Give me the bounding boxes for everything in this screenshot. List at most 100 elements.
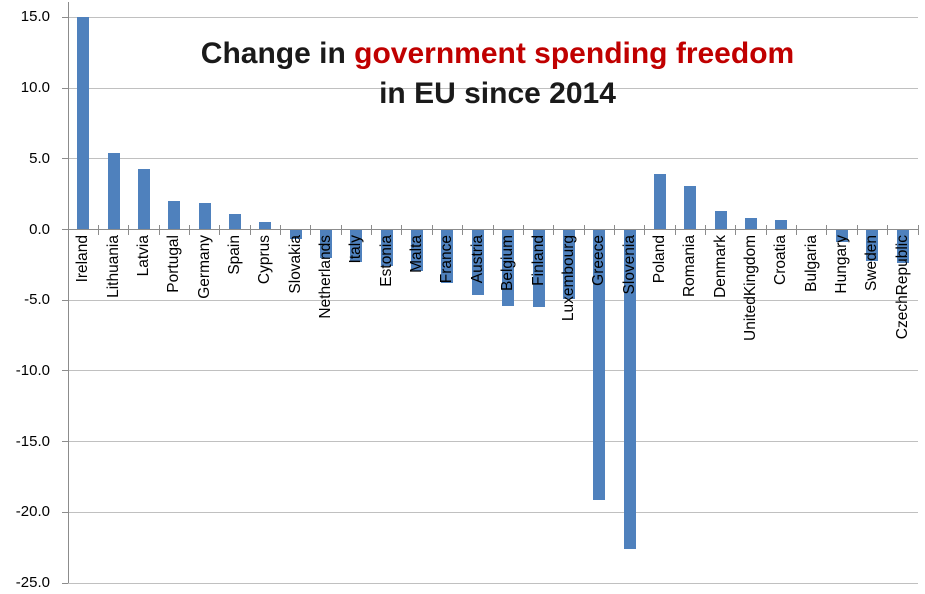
bar-denmark [714, 211, 727, 230]
category-label-text: Finland [529, 235, 547, 286]
bar-spain [228, 213, 241, 230]
bar-portugal [168, 201, 181, 230]
bar-sweden [866, 229, 879, 261]
bar-austria [471, 229, 484, 295]
y-axis-tick-label: -20.0 [15, 503, 50, 521]
category-label-poland: Poland [650, 234, 668, 384]
bar-croatia [775, 219, 788, 230]
category-label-luxembourg: Luxembourg [560, 234, 577, 384]
bar-france [441, 229, 454, 284]
gridline [68, 87, 918, 89]
category-label-text: France [438, 235, 456, 284]
y-axis-tick-label: -25.0 [15, 574, 50, 592]
category-label-text: Slovakia [286, 235, 304, 294]
bar-italy [350, 229, 363, 263]
bar-lithuania [107, 153, 120, 230]
category-label-text: Hungary [833, 235, 851, 294]
bar-hungary [836, 229, 849, 243]
y-axis-tick-label: -5.0 [24, 291, 50, 309]
category-label-estonia: Estonia [377, 234, 395, 384]
category-axis-tick [887, 224, 889, 235]
category-axis-tick [310, 224, 312, 235]
category-label-austria: Austria [468, 234, 486, 384]
category-label-text: CzechRepublic [893, 235, 911, 340]
y-axis-tick-label: -10.0 [15, 361, 50, 379]
category-label-text: Poland [650, 235, 668, 284]
category-axis-tick [735, 224, 737, 235]
category-label-hungary: Hungary [833, 234, 851, 384]
bar-estonia [380, 229, 393, 267]
y-axis-tick [62, 370, 68, 372]
category-axis-tick [796, 224, 798, 235]
category-axis-tick [674, 224, 676, 235]
bar-belgium [502, 229, 515, 306]
bar-greece [593, 229, 606, 500]
category-axis-tick [826, 224, 828, 235]
category-axis-tick [522, 224, 524, 235]
y-axis-tick [62, 511, 68, 513]
bar-romania [684, 185, 697, 230]
category-axis-tick [553, 224, 555, 235]
category-label-text: Bulgaria [802, 235, 820, 292]
category-axis-tick [431, 224, 433, 235]
category-label-latvia: Latvia [134, 234, 152, 384]
bar-ireland [77, 17, 90, 230]
category-axis-tick [401, 224, 403, 235]
gridline [68, 299, 918, 301]
category-label-text: Sweden [863, 235, 881, 292]
y-axis-tick [62, 582, 68, 584]
category-label-text: Germany [195, 235, 213, 299]
category-label-greece: Greece [590, 234, 608, 384]
bar-netherlands [320, 229, 333, 258]
chart-title-line1: Change in government spending freedom [75, 34, 920, 74]
category-label-portugal: Portugal [165, 234, 183, 384]
y-axis-tick [62, 229, 68, 230]
bar-germany [198, 202, 211, 230]
bar-latvia [137, 168, 150, 230]
category-label-unitedkingdom: UnitedKingdom [742, 234, 759, 384]
category-label-text: Greece [590, 235, 608, 286]
category-axis-tick [462, 224, 464, 235]
category-label-text: Italy [347, 235, 365, 264]
category-label-text: Ireland [74, 235, 92, 283]
category-label-netherlands: Netherlands [317, 234, 335, 384]
category-label-croatia: Croatia [772, 234, 789, 384]
bar-luxembourg [562, 229, 575, 299]
category-axis-tick [340, 224, 342, 235]
category-axis-tick [188, 224, 190, 235]
category-axis-tick [765, 224, 767, 235]
y-axis-tick [62, 158, 68, 160]
category-label-text: Romania [681, 235, 699, 298]
bar-poland [653, 174, 666, 230]
gridline [68, 16, 918, 18]
category-label-text: Estonia [377, 235, 395, 287]
category-axis-tick [613, 224, 615, 235]
category-axis-tick [371, 224, 373, 235]
category-label-germany: Germany [195, 234, 213, 384]
gridline [68, 158, 918, 160]
category-label-text: Austria [468, 235, 486, 284]
category-label-text: Latvia [134, 235, 152, 277]
y-axis-tick [62, 299, 68, 301]
y-axis-tick [62, 16, 68, 18]
bar-cyprus [259, 222, 272, 230]
category-label-text: Portugal [165, 235, 183, 293]
bar-slovenia [623, 229, 636, 550]
y-axis-tick [62, 87, 68, 89]
category-axis-tick [158, 224, 160, 235]
category-axis-tick [219, 224, 221, 235]
category-axis-tick [583, 224, 585, 235]
category-label-belgium: Belgium [499, 234, 516, 384]
category-label-finland: Finland [529, 234, 547, 384]
category-label-text: Lithuania [104, 235, 122, 298]
category-label-czechrepublic: CzechRepublic [893, 234, 911, 384]
category-label-text: Netherlands [317, 235, 335, 319]
chart-title: Change in government spending freedom in… [75, 34, 920, 114]
y-axis-tick [62, 441, 68, 443]
category-label-malta: Malta [408, 234, 425, 384]
category-axis-tick [856, 224, 858, 235]
bar-finland [532, 229, 545, 308]
category-axis-tick [128, 224, 130, 235]
category-label-denmark: Denmark [712, 234, 729, 384]
